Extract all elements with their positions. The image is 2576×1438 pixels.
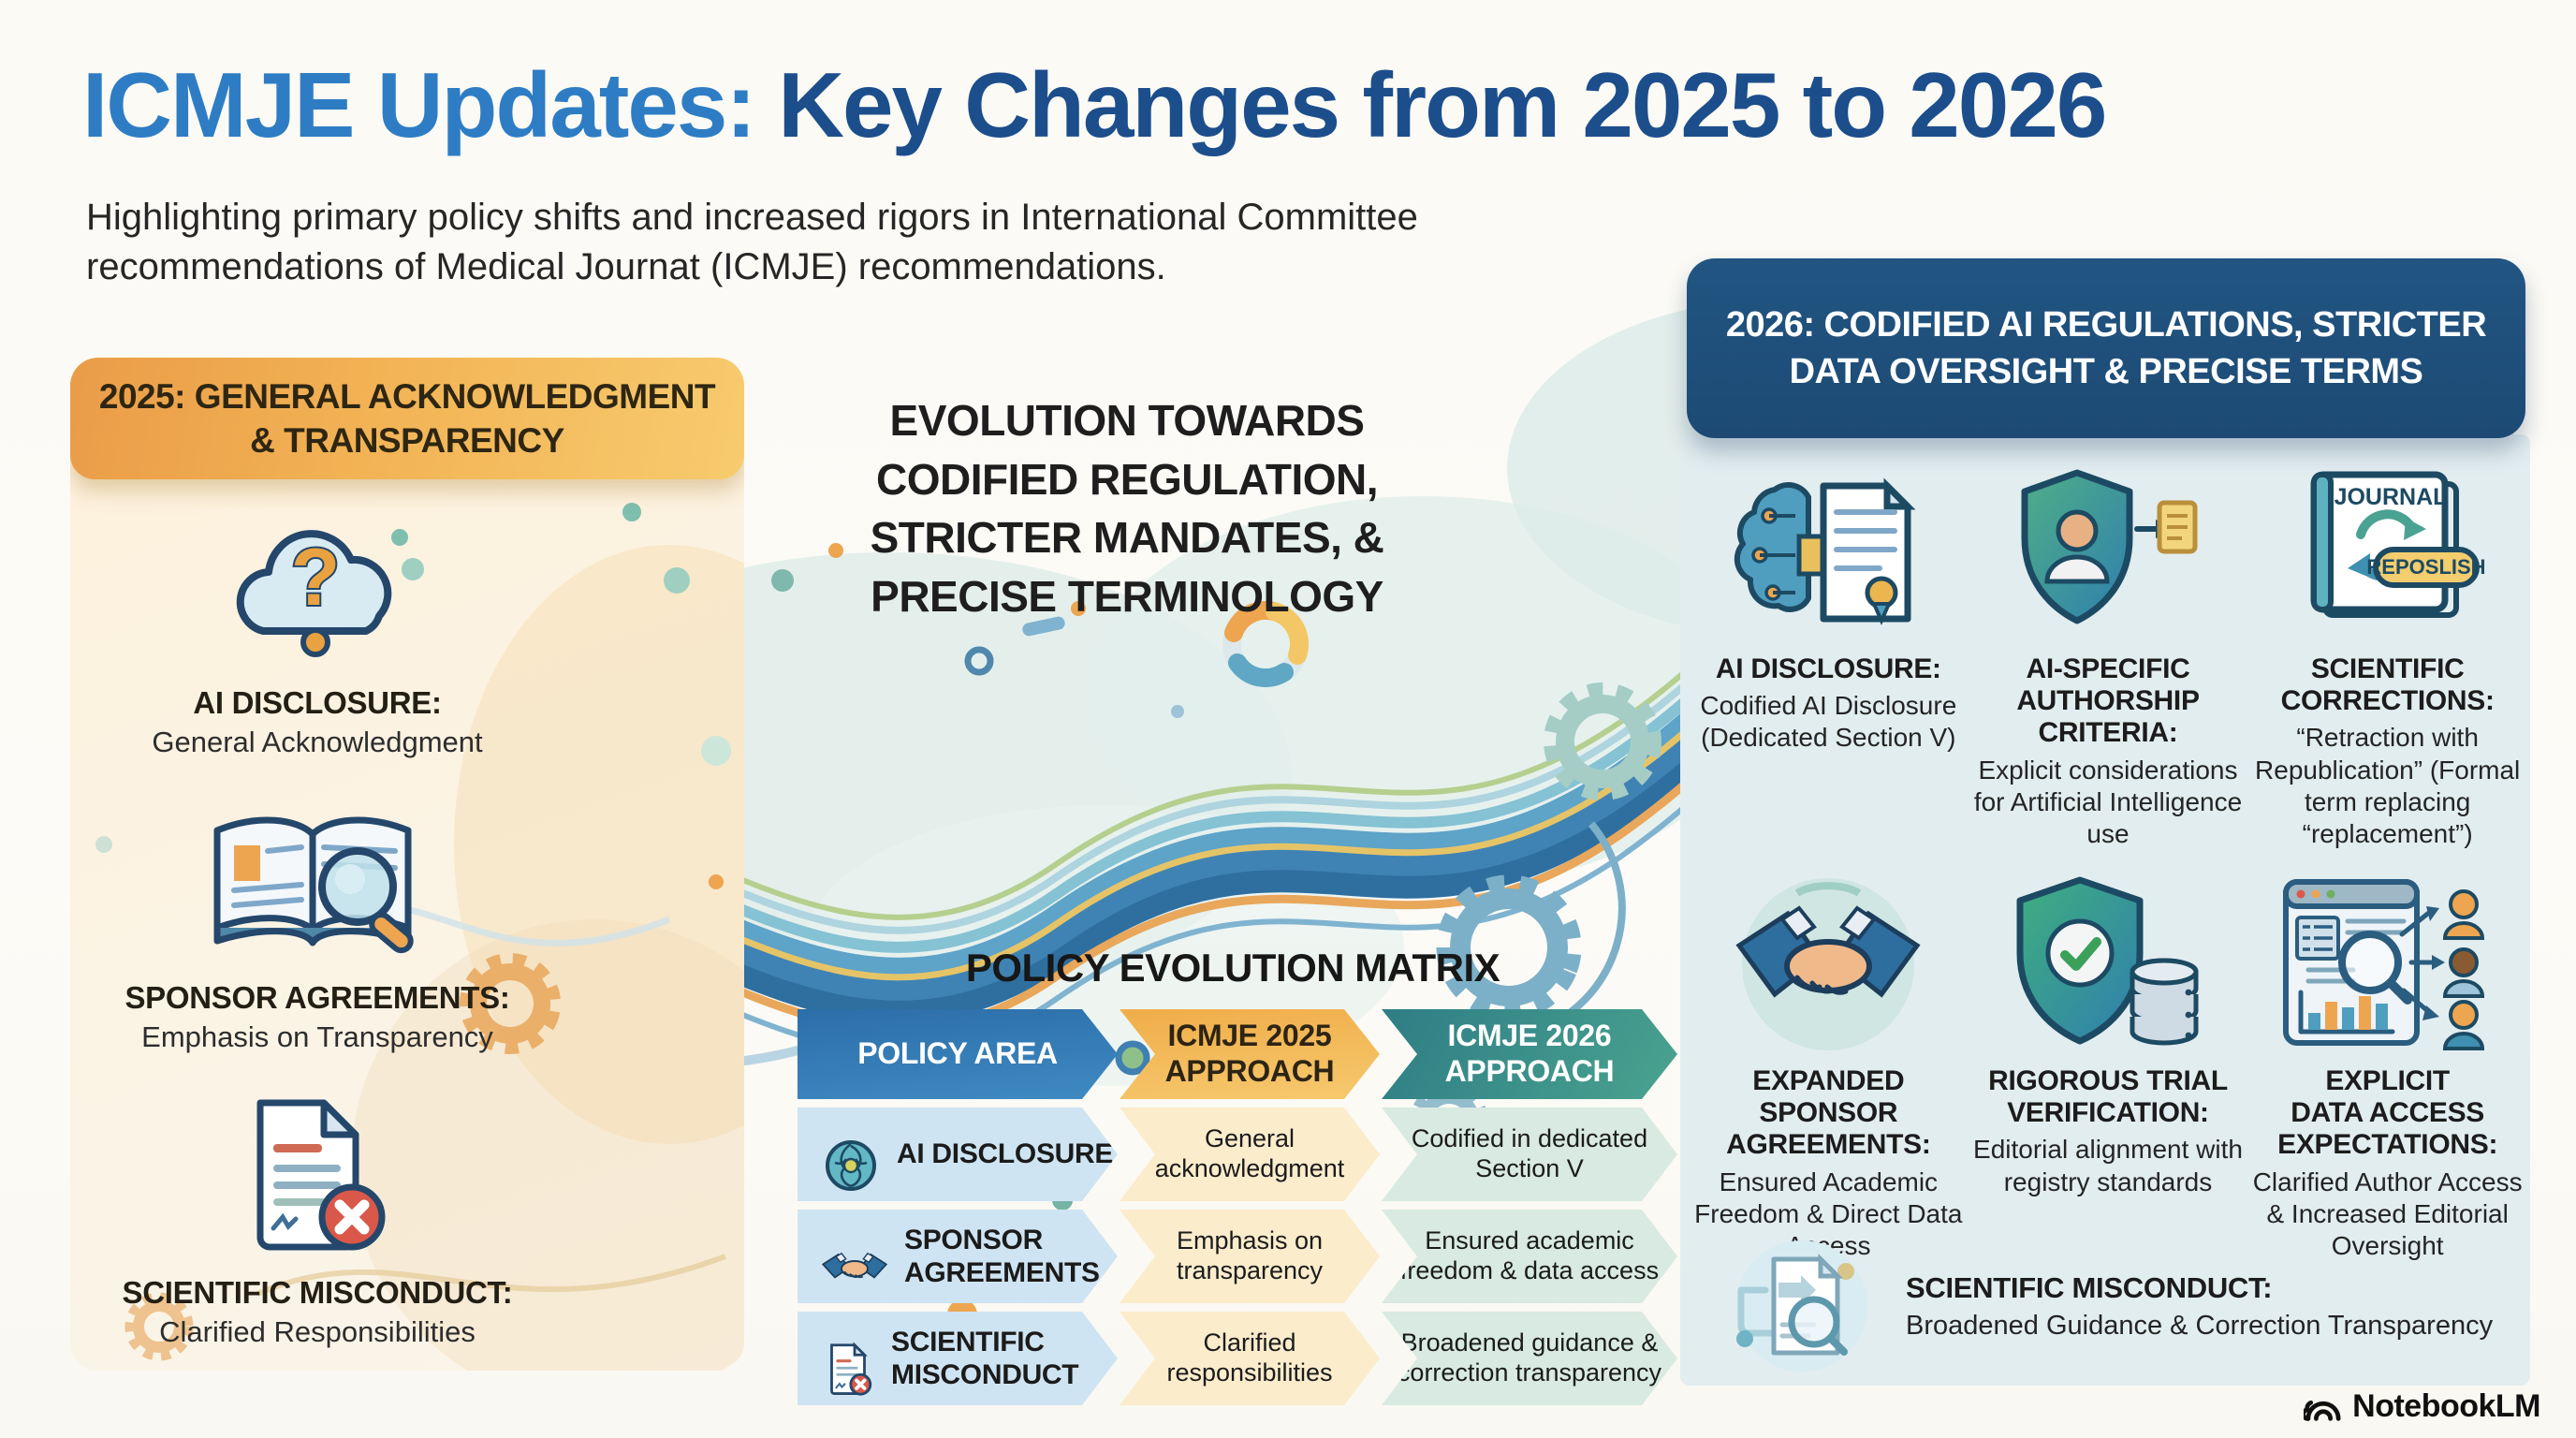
shield-author-icon — [2010, 461, 2206, 644]
panel-2026-bottom-item: SCIENTIFIC MISCONDUCT: Broadened Guidanc… — [1722, 1232, 2509, 1380]
item-title: AI DISCLOSURE: — [1715, 653, 1941, 684]
list-item: ? AI DISCLOSURE: General Acknowledgment — [152, 500, 483, 759]
table-area-label: SPONSOR AGREEMENTS — [904, 1224, 1100, 1288]
item-desc: Clarified Author Access & Increased Edit… — [2252, 1167, 2523, 1260]
item-desc: Ensured Academic Freedom & Direct Data A… — [1694, 1167, 1963, 1260]
panel-2025-items: ? AI DISCLOSURE: General Acknowledgment — [87, 500, 548, 1349]
book-magnifier-icon — [200, 795, 434, 965]
page-title-rest: Key Changes from 2025 to 2026 — [754, 53, 2107, 156]
item-title: SCIENTIFIC MISCONDUCT: — [1906, 1270, 2273, 1304]
shield-check-database-icon — [2005, 873, 2211, 1056]
item-title: EXPLICIT DATA ACCESS EXPECTATIONS: — [2277, 1065, 2498, 1161]
gear-decoration — [460, 953, 561, 1054]
table-cell-2025: General acknowledgment — [1120, 1108, 1380, 1201]
item-title: SCIENTIFIC CORRECTIONS: — [2280, 653, 2495, 717]
list-item: EXPANDED SPONSOR AGREEMENTS: Ensured Aca… — [1692, 873, 1965, 1262]
item-desc: General Acknowledgment — [152, 726, 483, 758]
journal-republish-icon: JOURNAL REPOSLISH — [2290, 461, 2486, 644]
matrix-header-policy-area: POLICY AREA — [798, 1009, 1118, 1099]
policy-evolution-matrix: POLICY AREA ICMJE 2025 APPROACH ICMJE 20… — [798, 1009, 1677, 1405]
item-desc: Clarified Responsibilities — [159, 1315, 476, 1348]
item-title: AI-SPECIFIC AUTHORSHIP CRITERIA: — [2016, 653, 2200, 749]
item-desc: Broadened Guidance & Correction Transpar… — [1906, 1310, 2494, 1341]
matrix-header-2026: ICMJE 2026 APPROACH — [1382, 1009, 1677, 1099]
donut-chart-decoration — [1222, 600, 1309, 688]
list-item: AI-SPECIFIC AUTHORSHIP CRITERIA: Explici… — [1972, 461, 2245, 850]
svg-text:?: ? — [291, 533, 341, 623]
item-title: EXPANDED SPONSOR AGREEMENTS: — [1726, 1065, 1931, 1161]
item-desc: Emphasis on Transparency — [141, 1020, 493, 1053]
cloud-question-icon: ? — [205, 500, 430, 670]
list-item: EXPLICIT DATA ACCESS EXPECTATIONS: Clari… — [2251, 873, 2524, 1262]
item-desc: “Retraction with Republication” (Formal … — [2255, 723, 2521, 848]
document-x-icon — [228, 1090, 406, 1260]
republish-badge: REPOSLISH — [2366, 555, 2485, 579]
matrix-title: POLICY EVOLUTION MATRIX — [965, 946, 1500, 990]
table-cell-2025: Emphasis on transparency — [1120, 1210, 1380, 1303]
evolution-heading: EVOLUTION TOWARDS CODIFIED REGULATION, S… — [870, 396, 1384, 621]
page-title-accent: ICMJE Updates: — [82, 53, 756, 156]
item-title: AI DISCLOSURE: — [193, 685, 442, 720]
page-title: ICMJE Updates: Key Changes from 2025 to … — [82, 52, 2107, 158]
panel-2025-header: 2025: GENERAL ACKNOWLEDGMENT & TRANSPARE… — [70, 358, 744, 479]
gear-decoration — [124, 1292, 194, 1361]
list-item: JOURNAL REPOSLISH SCIENTIFIC CORRECTIONS… — [2251, 461, 2524, 850]
brain-document-icon — [1720, 461, 1936, 644]
notebooklm-logo-icon — [2304, 1400, 2341, 1421]
handshake-circle-icon — [1730, 873, 1926, 1056]
table-area-label: SCIENTIFIC MISCONDUCT — [891, 1326, 1079, 1390]
data-access-icon — [2280, 873, 2496, 1056]
brand-name: NotebookLM — [2352, 1388, 2540, 1424]
table-cell-2026: Broadened guidance & correction transpar… — [1382, 1312, 1677, 1405]
document-review-icon — [1722, 1232, 1881, 1380]
item-title: SPONSOR AGREEMENTS: — [124, 980, 510, 1015]
list-item: SPONSOR AGREEMENTS: Emphasis on Transpar… — [124, 795, 510, 1054]
table-area-label: AI DISCLOSURE — [897, 1138, 1114, 1170]
panel-2026-items: AI DISCLOSURE: Codified AI Disclosure (D… — [1692, 461, 2524, 1262]
item-desc: Explicit considerations for Artificial I… — [1973, 755, 2243, 848]
document-x-icon — [822, 1311, 874, 1406]
table-row-area: SPONSOR AGREEMENTS — [798, 1210, 1118, 1303]
table-row-area: AI DISCLOSURE — [798, 1108, 1118, 1201]
table-cell-2025: Clarified responsibilities — [1120, 1312, 1380, 1405]
panel-2025-decoration — [95, 503, 744, 1371]
panel-2025: 2025: GENERAL ACKNOWLEDGMENT & TRANSPARE… — [70, 358, 744, 1371]
list-item: AI DISCLOSURE: Codified AI Disclosure (D… — [1692, 461, 1965, 850]
item-title: SCIENTIFIC MISCONDUCT: — [122, 1275, 513, 1310]
page-subtitle: Highlighting primary policy shifts and i… — [86, 197, 1418, 287]
list-item: SCIENTIFIC MISCONDUCT: Clarified Respons… — [123, 1090, 513, 1349]
brain-icon — [822, 1107, 880, 1202]
journal-label: JOURNAL — [2334, 484, 2447, 510]
gear-decoration — [1544, 682, 1661, 800]
item-title: RIGOROUS TRIAL VERIFICATION: — [1988, 1065, 2228, 1129]
table-cell-2026: Codified in dedicated Section V — [1382, 1108, 1677, 1201]
handshake-icon — [822, 1211, 887, 1301]
item-desc: Codified AI Disclosure (Dedicated Sectio… — [1700, 691, 1957, 753]
panel-2026-header: 2026: CODIFIED AI REGULATIONS, STRICTER … — [1687, 258, 2525, 438]
matrix-header-2025: ICMJE 2025 APPROACH — [1120, 1009, 1380, 1099]
notebooklm-branding: NotebookLM — [2304, 1388, 2540, 1425]
table-cell-2026: Ensured academic freedom & data access — [1382, 1210, 1677, 1303]
table-row-area: SCIENTIFIC MISCONDUCT — [798, 1312, 1118, 1405]
bottom-item-text: SCIENTIFIC MISCONDUCT: Broadened Guidanc… — [1906, 1271, 2493, 1342]
item-desc: Editorial alignment with registry standa… — [1973, 1135, 2243, 1196]
list-item: RIGOROUS TRIAL VERIFICATION: Editorial a… — [1972, 873, 2245, 1262]
